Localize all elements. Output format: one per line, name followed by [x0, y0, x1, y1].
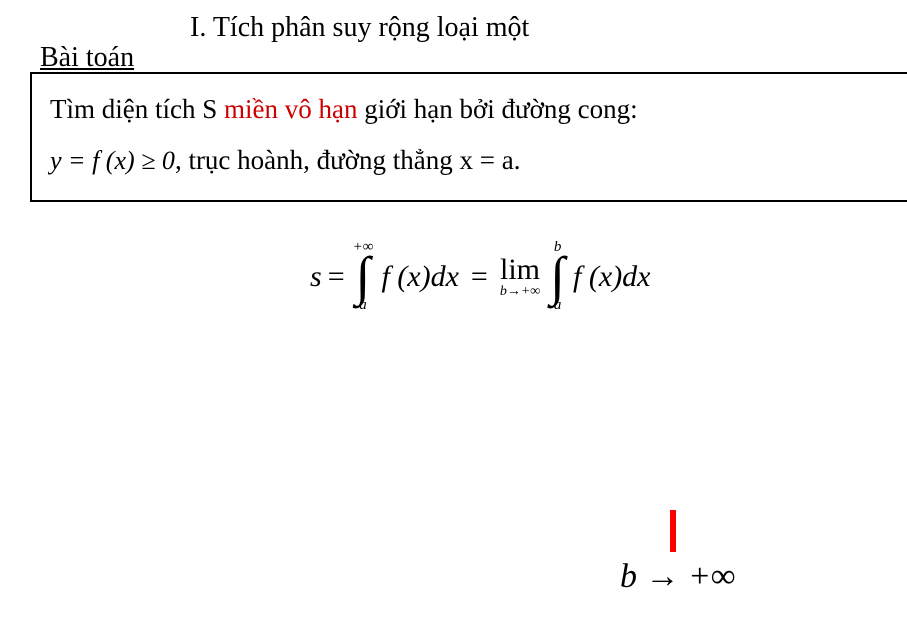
integrand-1: f (x)dx — [381, 260, 458, 294]
integral-sign-1: ∫ — [356, 255, 371, 298]
lim-word: lim — [500, 255, 540, 285]
int1-lower: a — [359, 298, 367, 313]
b-to-infinity: b → +∞ — [620, 558, 735, 596]
int2-lower: a — [554, 298, 562, 313]
section-title: I. Tích phân suy rộng loại một — [190, 12, 529, 44]
main-equation: s = +∞ ∫ a f (x)dx = lim b→+∞ b ∫ a f (x… — [310, 240, 651, 313]
inline-formula-y-fx: y = f (x) ≥ 0 — [50, 146, 175, 175]
line1-highlight: miền vô hạn — [224, 94, 357, 124]
line1-suffix: giới hạn bởi đường cong: — [357, 94, 637, 124]
line1-prefix: Tìm diện tích S — [50, 94, 224, 124]
integrand-2: f (x)dx — [573, 260, 650, 294]
red-vertical-bar — [670, 510, 676, 552]
line2-text: , trục hoành, đường thẳng x = a. — [175, 145, 521, 175]
problem-line-2: y = f (x) ≥ 0, trục hoành, đường thẳng x… — [50, 139, 896, 182]
problem-statement-box: Tìm diện tích S miền vô hạn giới hạn bởi… — [30, 72, 907, 202]
bottom-annotation: b → +∞ — [620, 510, 735, 596]
eq-equals-2: = — [471, 260, 488, 294]
integral-2: b ∫ a — [550, 240, 565, 313]
limit-block: lim b→+∞ — [500, 255, 540, 299]
eq-equals-1: = — [328, 260, 345, 294]
integral-1: +∞ ∫ a — [353, 240, 374, 313]
eq-lhs-s: s — [310, 260, 322, 294]
problem-line-1: Tìm diện tích S miền vô hạn giới hạn bởi… — [50, 88, 896, 131]
problem-label: Bài toán — [40, 42, 134, 74]
integral-sign-2: ∫ — [550, 255, 565, 298]
lim-subscript: b→+∞ — [500, 285, 540, 299]
